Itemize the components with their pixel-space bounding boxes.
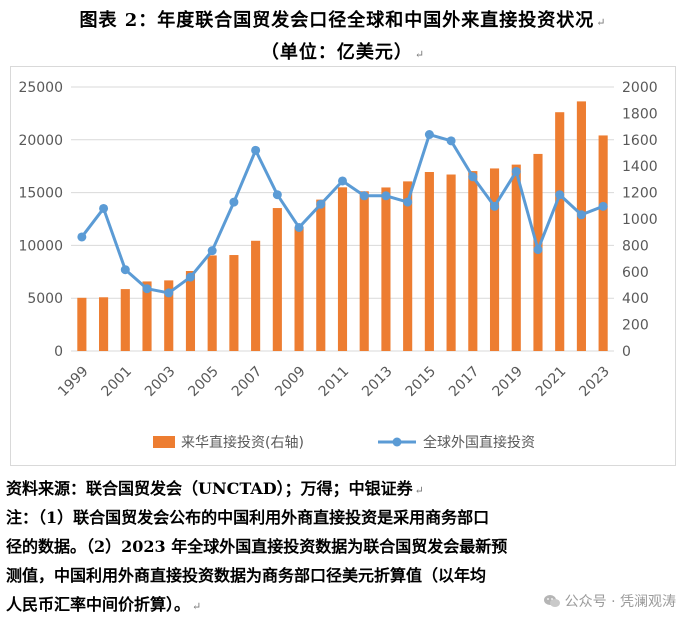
legend-line-label: 全球外国直接投资	[423, 434, 535, 451]
left-axis-tick-label: 15000	[18, 186, 63, 202]
bar	[207, 255, 217, 351]
bar	[359, 191, 369, 351]
x-axis-tick-label: 2013	[359, 363, 396, 400]
bar	[99, 297, 109, 351]
x-axis-tick-label: 2009	[272, 363, 309, 400]
bar	[468, 171, 478, 351]
line-point	[272, 190, 282, 200]
note-line-1: 注：（1）联合国贸发会公布的中国利用外商直接投资是采用商务部口	[6, 508, 490, 527]
x-axis-tick-label: 2021	[533, 363, 570, 400]
right-axis-tick-label: 1200	[622, 186, 658, 202]
bar	[511, 164, 521, 351]
line-point	[185, 272, 195, 282]
left-axis-tick-label: 0	[54, 344, 63, 360]
line-point	[468, 172, 478, 182]
bar	[142, 281, 152, 351]
x-axis-tick-label: 2007	[229, 363, 266, 400]
line-point	[446, 136, 456, 146]
source-note: 资料来源：联合国贸发会（UNCTAD）；万得；中银证券 ↵	[6, 479, 424, 498]
line-point	[77, 232, 87, 242]
x-axis-tick-label: 2005	[185, 363, 222, 400]
right-axis-tick-label: 1400	[622, 159, 658, 175]
bar	[424, 172, 434, 351]
line-point	[359, 191, 369, 201]
x-axis-tick-label: 2017	[446, 363, 483, 400]
bar	[381, 187, 391, 351]
line-point	[403, 197, 413, 207]
x-axis-tick-label: 2001	[99, 363, 136, 400]
note-line-4: 人民币汇率中间价折算）。 ↵	[6, 595, 202, 614]
x-axis-tick-label: 2011	[316, 363, 353, 400]
right-axis-tick-label: 800	[622, 238, 649, 254]
bar	[251, 240, 261, 351]
x-axis-tick-label: 1999	[55, 363, 92, 400]
wechat-icon	[543, 595, 560, 607]
line-point	[511, 166, 521, 176]
x-axis-tick-label: 2023	[576, 363, 613, 400]
bar	[555, 112, 565, 351]
bar	[229, 255, 239, 351]
line-point	[164, 288, 174, 298]
left-axis-tick-label: 5000	[27, 291, 63, 307]
line-point	[555, 190, 565, 200]
x-axis-tick-label: 2015	[403, 363, 440, 400]
right-axis-tick-label: 600	[622, 265, 649, 281]
bar	[337, 187, 348, 351]
right-axis-tick-label: 1600	[622, 133, 658, 149]
line-point	[120, 265, 130, 275]
bar	[120, 289, 130, 351]
legend-bar-label: 来华直接投资(右轴)	[181, 434, 304, 451]
left-axis-tick-label: 10000	[18, 238, 63, 254]
fdi-chart: 0 5000 10000 15000 20000 25000 0 200 400 600 800 10…	[18, 80, 658, 451]
left-axis-tick-label: 25000	[18, 80, 63, 96]
bar	[77, 297, 87, 351]
chart-subtitle-unit: （单位：亿美元） ↵	[260, 42, 426, 63]
bar	[185, 271, 196, 351]
chart-area: 0 5000 10000 15000 20000 25000 0 200 400 600 800 10…	[10, 66, 676, 466]
bar	[272, 208, 282, 351]
note-line-2: 径的数据。（2）2023 年全球外国直接投资数据为联合国贸发会最新预	[6, 537, 508, 556]
bar	[316, 199, 326, 351]
right-axis-tick-label: 0	[622, 344, 631, 360]
line-point	[490, 201, 500, 211]
legend-line-marker	[392, 437, 402, 447]
legend-bar-swatch	[153, 436, 175, 448]
line-point	[316, 199, 326, 209]
line-point	[229, 197, 239, 207]
right-axis-tick-label: 2000	[622, 80, 658, 96]
line-point	[338, 176, 347, 186]
note-line-3: 测值，中国利用外商直接投资数据为商务部口径美元折算值（以年均	[6, 566, 487, 585]
bar	[164, 280, 174, 351]
bar	[489, 168, 500, 351]
line-point	[576, 210, 586, 220]
chart-title: 图表 2：年度联合国贸发会口径全球和中国外来直接投资状况 ↵	[79, 10, 607, 31]
line-point	[381, 191, 391, 201]
line-point	[533, 245, 543, 255]
bar	[576, 101, 586, 351]
right-axis-tick-label: 400	[622, 291, 649, 307]
bar	[403, 181, 413, 351]
x-axis-tick-label: 2003	[142, 363, 179, 400]
right-axis-tick-label: 1800	[622, 106, 658, 122]
line-point	[251, 145, 261, 155]
line-point	[207, 246, 217, 256]
line-point	[99, 203, 109, 213]
right-axis-tick-label: 200	[622, 318, 649, 334]
watermark: 公众号 · 凭澜观涛	[543, 591, 676, 611]
bar	[294, 226, 304, 351]
line-point	[424, 130, 434, 140]
x-axis-tick-label: 2019	[490, 363, 527, 400]
bar	[446, 174, 456, 351]
line-point	[294, 222, 304, 232]
bar	[598, 135, 608, 351]
line-point	[142, 284, 152, 294]
left-axis-tick-label: 20000	[18, 133, 63, 149]
right-axis-tick-label: 1000	[622, 212, 658, 228]
line-point	[598, 201, 608, 211]
